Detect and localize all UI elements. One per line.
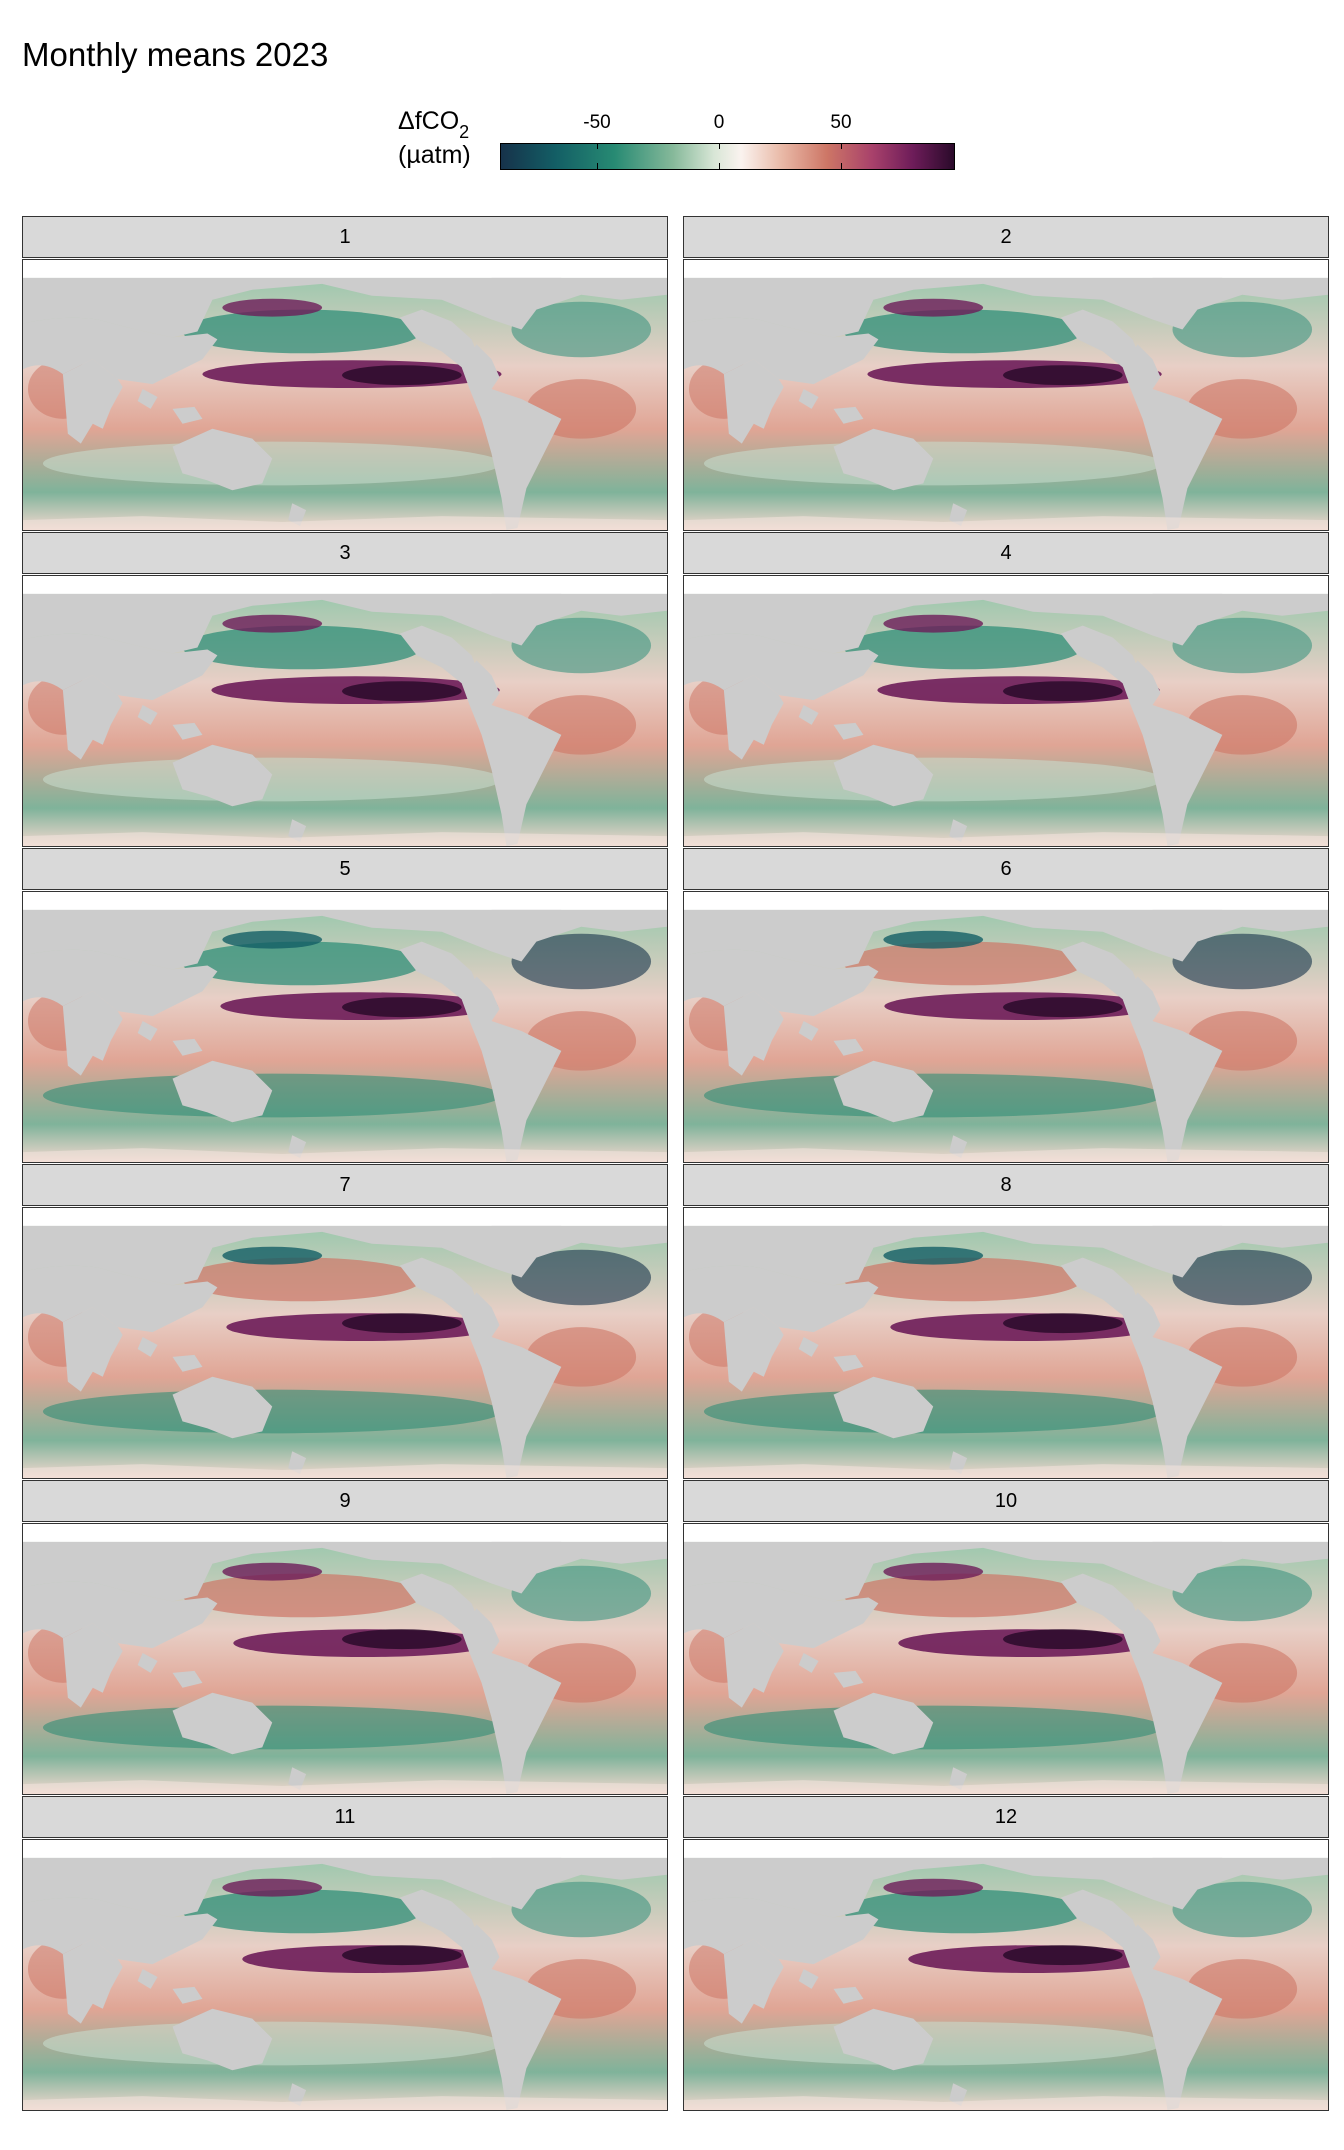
map-panel-month-8: 8: [683, 1164, 1329, 1479]
map-panel-month-6: 6: [683, 848, 1329, 1163]
map-panel-month-1: 1: [22, 216, 668, 531]
world-map: [683, 259, 1329, 531]
world-map: [22, 259, 668, 531]
world-map: [22, 575, 668, 847]
colorbar-tick-label: -50: [583, 112, 611, 133]
panel-strip-label: 8: [683, 1164, 1329, 1206]
panel-strip-label: 11: [22, 1796, 668, 1838]
map-panel-month-7: 7: [22, 1164, 668, 1479]
colorbar-tick: [719, 163, 720, 169]
colorbar-tick-label: 50: [830, 112, 852, 133]
colorbar-tick: [597, 163, 598, 169]
world-map: [22, 1207, 668, 1479]
panel-strip-label: 5: [22, 848, 668, 890]
panel-strip-label: 7: [22, 1164, 668, 1206]
map-panel-month-4: 4: [683, 532, 1329, 847]
page-title: Monthly means 2023: [22, 36, 329, 73]
map-panel-month-2: 2: [683, 216, 1329, 531]
colorbar-tick: [841, 143, 842, 149]
panel-strip-label: 12: [683, 1796, 1329, 1838]
panel-strip-label: 3: [22, 532, 668, 574]
panel-strip-label: 2: [683, 216, 1329, 258]
panel-strip-label: 4: [683, 532, 1329, 574]
map-panel-month-3: 3: [22, 532, 668, 847]
world-map: [683, 575, 1329, 847]
world-map: [683, 891, 1329, 1163]
world-map: [683, 1839, 1329, 2111]
map-panel-month-10: 10: [683, 1480, 1329, 1795]
colorbar-tick-label: 0: [713, 112, 725, 133]
map-panel-month-9: 9: [22, 1480, 668, 1795]
colorbar-tick: [719, 143, 720, 149]
colorbar: [500, 143, 955, 170]
colorbar-tick: [841, 163, 842, 169]
legend-title: ΔfCO2: [398, 107, 470, 142]
map-panel-month-12: 12: [683, 1796, 1329, 2111]
panel-strip-label: 6: [683, 848, 1329, 890]
panel-strip-label: 10: [683, 1480, 1329, 1522]
panel-strip-label: 1: [22, 216, 668, 258]
world-map: [683, 1523, 1329, 1795]
map-panel-month-11: 11: [22, 1796, 668, 2111]
map-panel-month-5: 5: [22, 848, 668, 1163]
world-map: [22, 891, 668, 1163]
world-map: [683, 1207, 1329, 1479]
legend-unit: (µatm): [398, 141, 471, 169]
colorbar-tick: [597, 143, 598, 149]
panel-strip-label: 9: [22, 1480, 668, 1522]
world-map: [22, 1523, 668, 1795]
world-map: [22, 1839, 668, 2111]
